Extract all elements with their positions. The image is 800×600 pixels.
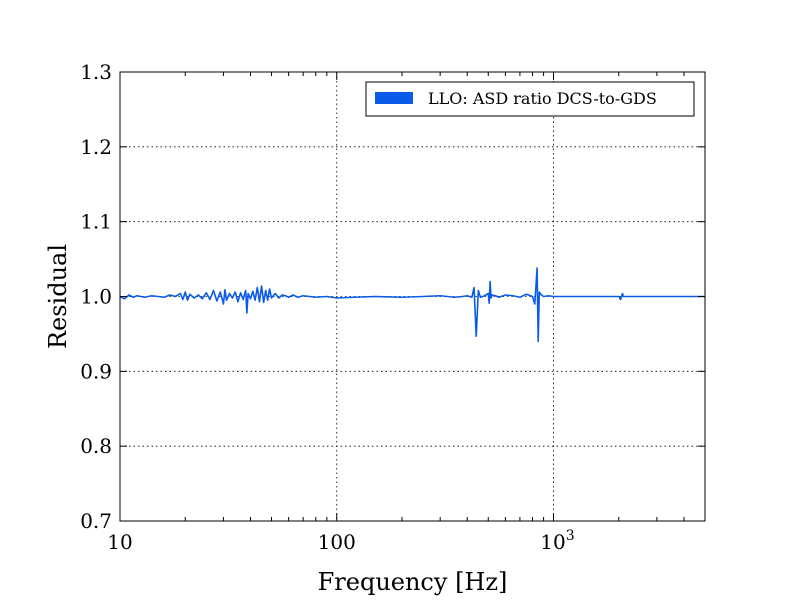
y-tick-label: 0.9 xyxy=(80,359,112,383)
x-tick-label-base: 10 xyxy=(107,530,132,554)
y-tick-label: 1.0 xyxy=(80,285,112,309)
legend-swatch xyxy=(375,92,413,104)
y-axis-label: Residual xyxy=(44,244,72,349)
legend-label: LLO: ASD ratio DCS-to-GDS xyxy=(428,89,657,108)
x-tick-label: 103 xyxy=(540,528,574,554)
x-tick-label: 100 xyxy=(318,530,356,554)
y-tick-label: 1.3 xyxy=(80,60,112,84)
series-layer xyxy=(119,267,705,343)
y-tick-label: 1.1 xyxy=(80,210,112,234)
y-tick-label: 0.7 xyxy=(80,509,112,533)
x-tick-label-exponent: 3 xyxy=(566,528,575,544)
x-tick-label: 10 xyxy=(107,530,132,554)
legend: LLO: ASD ratio DCS-to-GDS xyxy=(365,81,695,117)
y-tick-label: 1.2 xyxy=(80,135,112,159)
legend-box xyxy=(365,81,695,117)
axis-ticks: 0.70.80.91.01.11.21.310 100 103 xyxy=(80,60,706,554)
series-line xyxy=(119,267,705,343)
y-tick-label: 0.8 xyxy=(80,434,112,458)
x-tick-label-base: 100 xyxy=(318,530,356,554)
x-tick-label-base: 10 xyxy=(540,530,565,554)
x-axis-label: Frequency [Hz] xyxy=(318,568,508,596)
